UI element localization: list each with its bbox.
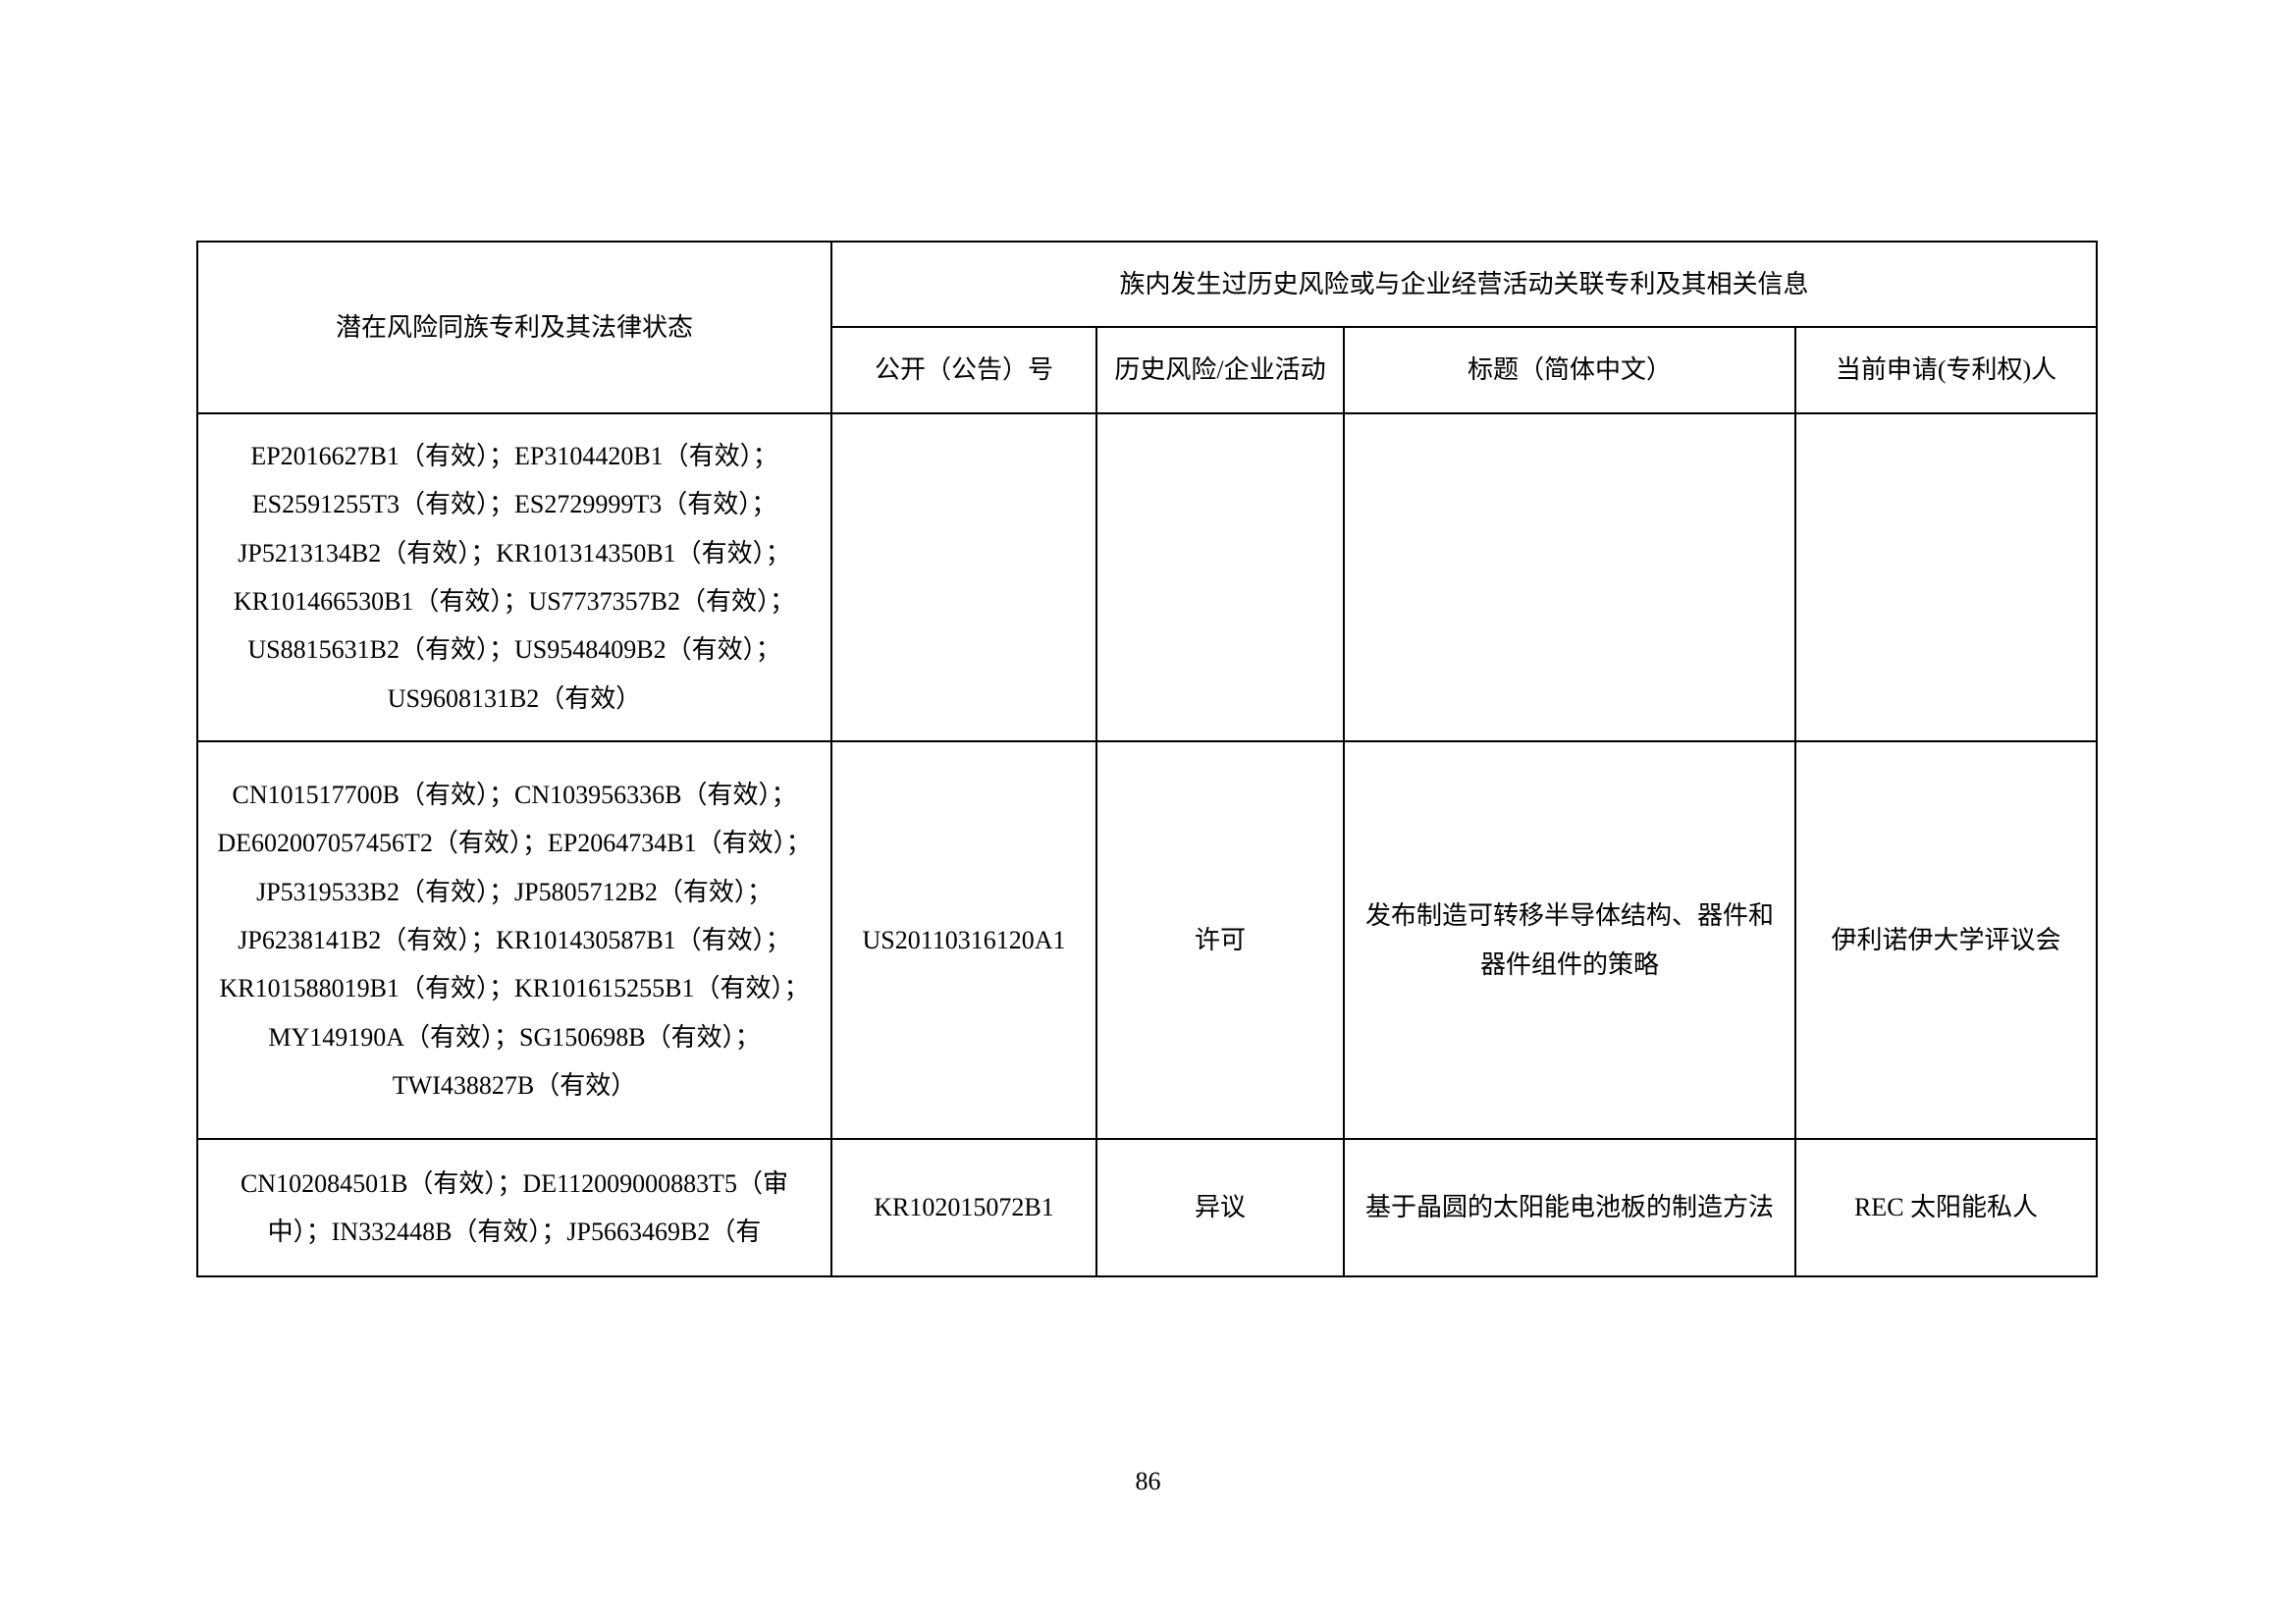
cell-applicant: REC 太阳能私人 bbox=[1795, 1139, 2097, 1276]
cell-pub-no: US20110316120A1 bbox=[831, 741, 1096, 1139]
header-patents: 潜在风险同族专利及其法律状态 bbox=[197, 242, 831, 413]
table-row: EP2016627B1（有效）；EP3104420B1（有效）；ES259125… bbox=[197, 413, 2097, 741]
patent-risk-table: 潜在风险同族专利及其法律状态 族内发生过历史风险或与企业经营活动关联专利及其相关… bbox=[196, 241, 2098, 1277]
cell-risk bbox=[1096, 413, 1344, 741]
cell-pub-no bbox=[831, 413, 1096, 741]
header-group-related-info: 族内发生过历史风险或与企业经营活动关联专利及其相关信息 bbox=[831, 242, 2097, 327]
page-number: 86 bbox=[0, 1467, 2296, 1496]
cell-applicant: 伊利诺伊大学评议会 bbox=[1795, 741, 2097, 1139]
table-row: CN102084501B（有效）；DE112009000883T5（审中）；IN… bbox=[197, 1139, 2097, 1276]
cell-risk: 许可 bbox=[1096, 741, 1344, 1139]
cell-applicant bbox=[1795, 413, 2097, 741]
table-row: CN101517700B（有效）；CN103956336B（有效）；DE6020… bbox=[197, 741, 2097, 1139]
header-risk: 历史风险/企业活动 bbox=[1096, 327, 1344, 412]
cell-patents: CN102084501B（有效）；DE112009000883T5（审中）；IN… bbox=[197, 1139, 831, 1276]
header-pub-no: 公开（公告）号 bbox=[831, 327, 1096, 412]
header-applicant: 当前申请(专利权)人 bbox=[1795, 327, 2097, 412]
cell-pub-no: KR102015072B1 bbox=[831, 1139, 1096, 1276]
cell-title bbox=[1344, 413, 1795, 741]
table-body: EP2016627B1（有效）；EP3104420B1（有效）；ES259125… bbox=[197, 413, 2097, 1276]
table-header: 潜在风险同族专利及其法律状态 族内发生过历史风险或与企业经营活动关联专利及其相关… bbox=[197, 242, 2097, 413]
cell-patents: EP2016627B1（有效）；EP3104420B1（有效）；ES259125… bbox=[197, 413, 831, 741]
cell-risk: 异议 bbox=[1096, 1139, 1344, 1276]
cell-title: 发布制造可转移半导体结构、器件和器件组件的策略 bbox=[1344, 741, 1795, 1139]
cell-patents: CN101517700B（有效）；CN103956336B（有效）；DE6020… bbox=[197, 741, 831, 1139]
header-title: 标题（简体中文） bbox=[1344, 327, 1795, 412]
patent-table-container: 潜在风险同族专利及其法律状态 族内发生过历史风险或与企业经营活动关联专利及其相关… bbox=[196, 241, 2096, 1277]
cell-title: 基于晶圆的太阳能电池板的制造方法 bbox=[1344, 1139, 1795, 1276]
